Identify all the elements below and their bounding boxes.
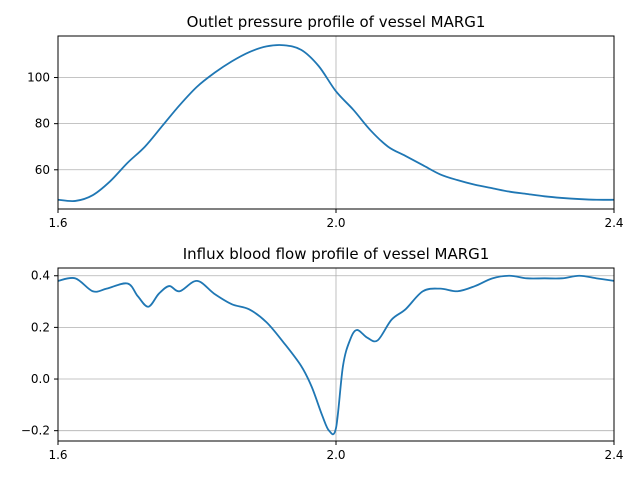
- flow-ticks: 1.6 2.0 2.4 −0.2 0.0 0.2 0.4: [21, 269, 624, 462]
- pressure-chart: Outlet pressure profile of vessel MARG1 …: [27, 13, 623, 230]
- pressure-x-tick-label: 2.0: [326, 216, 345, 230]
- flow-grid: [57, 268, 615, 441]
- pressure-y-tick-label: 100: [27, 71, 50, 85]
- pressure-y-tick-label: 60: [35, 163, 50, 177]
- flow-chart-title: Influx blood flow profile of vessel MARG…: [183, 245, 490, 263]
- pressure-marks: [57, 44, 615, 203]
- pressure-series-line: [57, 44, 615, 203]
- pressure-y-tick-label: 80: [35, 117, 50, 131]
- flow-marks: [57, 274, 615, 436]
- flow-y-tick-label: −0.2: [21, 424, 50, 438]
- pressure-x-tick-label: 1.6: [48, 216, 67, 230]
- pressure-x-tick-label: 2.4: [604, 216, 623, 230]
- flow-series-line: [57, 274, 615, 436]
- pressure-chart-title: Outlet pressure profile of vessel MARG1: [187, 13, 486, 31]
- flow-x-tick-label: 2.0: [326, 448, 345, 462]
- flow-y-tick-label: 0.2: [31, 320, 50, 334]
- pressure-ticks: 1.6 2.0 2.4 60 80 100: [27, 71, 623, 230]
- flow-chart: Influx blood flow profile of vessel MARG…: [21, 245, 624, 462]
- flow-y-tick-label: 0.4: [31, 269, 50, 283]
- flow-x-tick-label: 2.4: [604, 448, 623, 462]
- flow-y-tick-label: 0.0: [31, 372, 50, 386]
- flow-x-tick-label: 1.6: [48, 448, 67, 462]
- pressure-grid: [57, 36, 615, 209]
